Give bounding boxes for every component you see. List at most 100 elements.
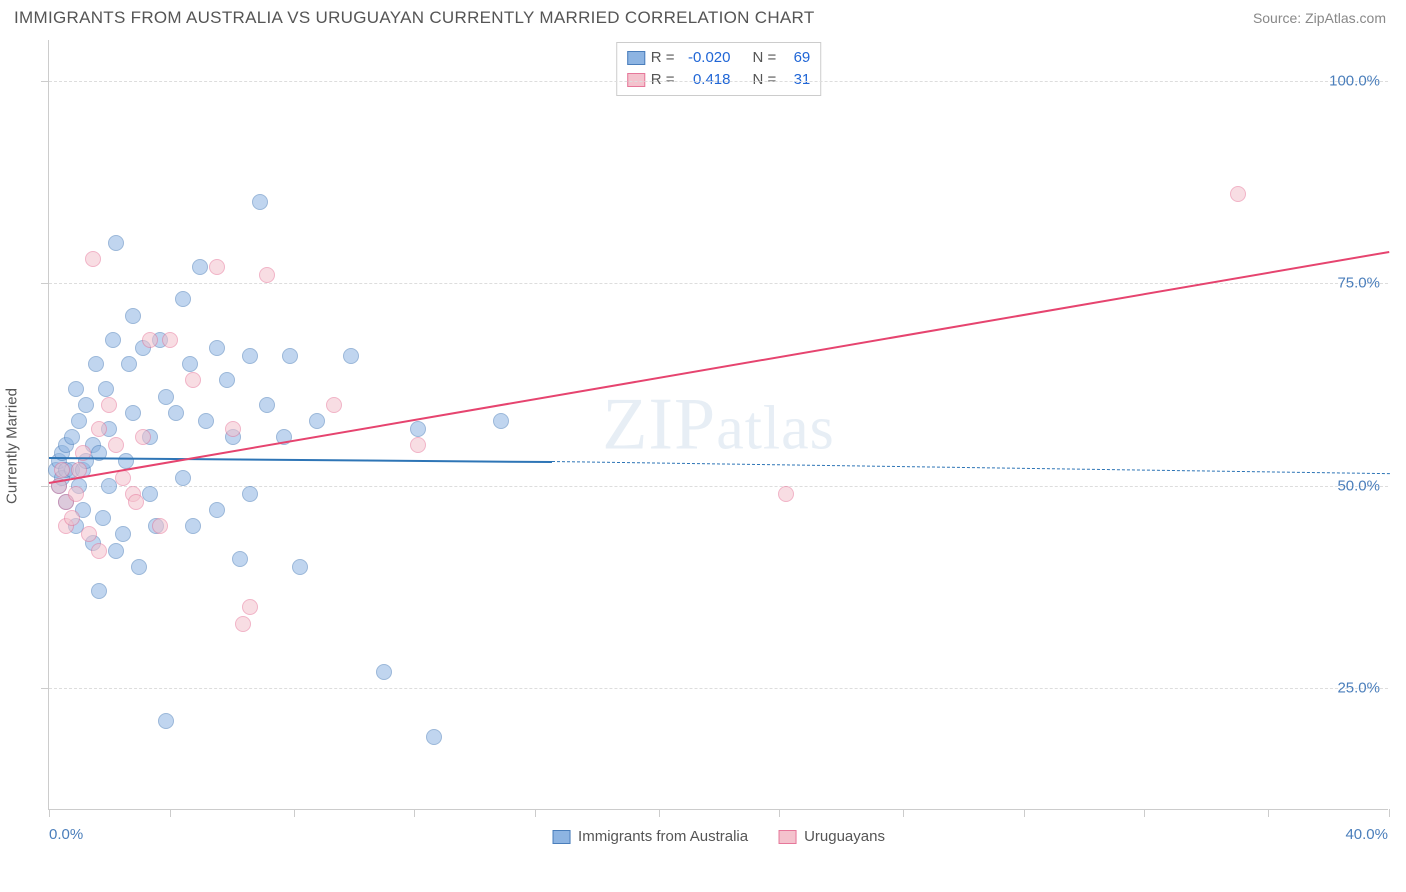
data-point (219, 372, 235, 388)
data-point (242, 599, 258, 615)
data-point (128, 494, 144, 510)
data-point (493, 413, 509, 429)
data-point (778, 486, 794, 502)
x-tick (1024, 809, 1025, 817)
data-point (95, 510, 111, 526)
trend-line (551, 461, 1389, 474)
data-point (410, 437, 426, 453)
data-point (68, 486, 84, 502)
data-point (64, 429, 80, 445)
data-point (209, 340, 225, 356)
data-point (98, 381, 114, 397)
data-point (242, 348, 258, 364)
watermark: ZIPatlas (602, 382, 835, 467)
legend-swatch (552, 830, 570, 844)
legend-row: R = -0.020 N =69 (627, 47, 811, 69)
data-point (131, 559, 147, 575)
data-point (185, 518, 201, 534)
data-point (54, 462, 70, 478)
legend-label: Uruguayans (804, 828, 885, 845)
data-point (259, 397, 275, 413)
legend-swatch (627, 51, 645, 65)
scatter-chart: ZIPatlas R =-0.020N =69R =0.418N =31 Imm… (48, 40, 1388, 810)
x-tick (535, 809, 536, 817)
gridline (49, 81, 1388, 82)
data-point (108, 543, 124, 559)
data-point (91, 543, 107, 559)
chart-title: IMMIGRANTS FROM AUSTRALIA VS URUGUAYAN C… (14, 8, 815, 28)
data-point (85, 251, 101, 267)
data-point (182, 356, 198, 372)
data-point (209, 259, 225, 275)
data-point (91, 421, 107, 437)
y-tick-label: 25.0% (1337, 680, 1380, 697)
data-point (175, 470, 191, 486)
data-point (185, 372, 201, 388)
data-point (162, 332, 178, 348)
chart-header: IMMIGRANTS FROM AUSTRALIA VS URUGUAYAN C… (0, 0, 1406, 32)
data-point (135, 429, 151, 445)
data-point (108, 235, 124, 251)
data-point (343, 348, 359, 364)
x-tick (414, 809, 415, 817)
data-point (198, 413, 214, 429)
data-point (259, 267, 275, 283)
data-point (168, 405, 184, 421)
y-tick-label: 75.0% (1337, 275, 1380, 292)
legend-item: Uruguayans (778, 828, 885, 845)
y-tick-label: 100.0% (1329, 72, 1380, 89)
legend-label: Immigrants from Australia (578, 828, 748, 845)
data-point (282, 348, 298, 364)
data-point (88, 356, 104, 372)
correlation-legend: R =-0.020N =69R =0.418N =31 (616, 42, 822, 96)
data-point (91, 583, 107, 599)
legend-item: Immigrants from Australia (552, 828, 748, 845)
x-tick (170, 809, 171, 817)
data-point (142, 332, 158, 348)
data-point (242, 486, 258, 502)
data-point (152, 518, 168, 534)
x-tick (49, 809, 50, 817)
data-point (64, 510, 80, 526)
data-point (252, 194, 268, 210)
legend-n-value: 69 (782, 47, 810, 69)
data-point (232, 551, 248, 567)
data-point (115, 526, 131, 542)
data-point (309, 413, 325, 429)
y-tick-label: 50.0% (1337, 477, 1380, 494)
data-point (81, 526, 97, 542)
legend-r-value: -0.020 (681, 47, 731, 69)
data-point (292, 559, 308, 575)
data-point (410, 421, 426, 437)
data-point (209, 502, 225, 518)
x-tick (1268, 809, 1269, 817)
data-point (71, 413, 87, 429)
y-axis-title: Currently Married (4, 388, 21, 504)
data-point (105, 332, 121, 348)
x-tick (903, 809, 904, 817)
legend-swatch (778, 830, 796, 844)
x-min-label: 0.0% (49, 826, 83, 843)
y-tick (41, 486, 49, 487)
gridline (49, 688, 1388, 689)
data-point (78, 397, 94, 413)
x-tick (779, 809, 780, 817)
data-point (68, 381, 84, 397)
data-point (225, 421, 241, 437)
data-point (125, 308, 141, 324)
y-tick (41, 283, 49, 284)
legend-r-label: R = (651, 47, 675, 69)
x-tick (294, 809, 295, 817)
data-point (158, 389, 174, 405)
x-tick (1144, 809, 1145, 817)
x-tick (659, 809, 660, 817)
data-point (326, 397, 342, 413)
legend-n-label: N = (753, 47, 777, 69)
data-point (192, 259, 208, 275)
data-point (376, 664, 392, 680)
data-point (158, 713, 174, 729)
gridline (49, 283, 1388, 284)
data-point (175, 291, 191, 307)
y-tick (41, 688, 49, 689)
data-point (426, 729, 442, 745)
